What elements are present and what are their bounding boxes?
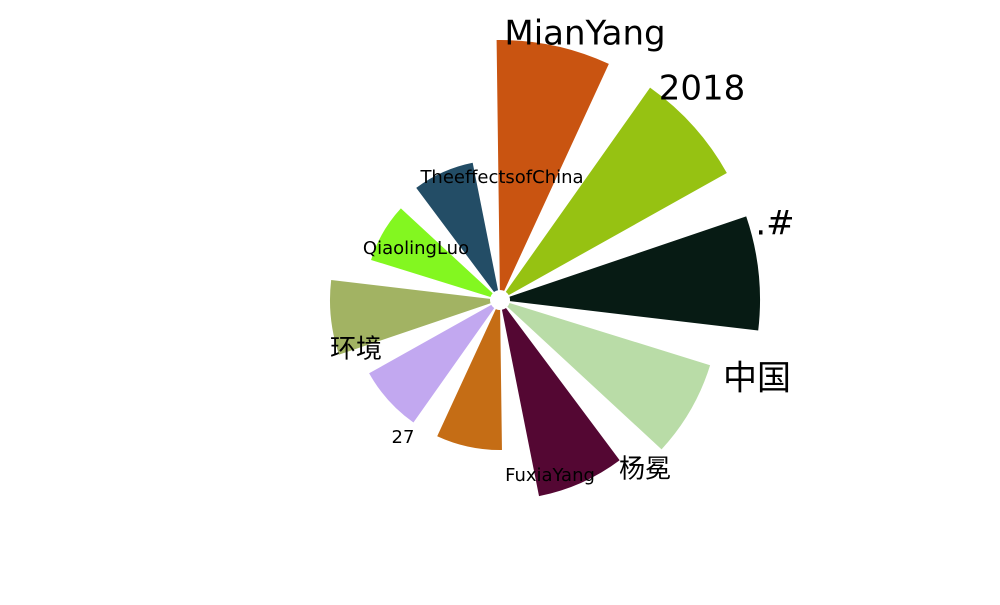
bar-group bbox=[330, 40, 761, 497]
bar-mianyang bbox=[496, 40, 609, 291]
category-label-theeffectsofchina: TheeffectsofChina bbox=[419, 167, 583, 188]
bar-2018 bbox=[505, 87, 727, 296]
category-label-27: 27 bbox=[392, 427, 415, 448]
category-label-item-4: 杨冕 bbox=[619, 455, 671, 485]
bar-27 bbox=[369, 304, 495, 423]
bar-item-3 bbox=[507, 302, 711, 450]
category-label-qiaolingluo: QiaolingLuo bbox=[363, 238, 469, 259]
category-label-item-7: 环境 bbox=[330, 335, 382, 365]
category-label-fuxiayang: FuxiaYang bbox=[505, 465, 595, 486]
bar-qiaolingluo bbox=[371, 208, 493, 298]
bar-theeffectsofchina bbox=[416, 162, 499, 292]
bar-fuxiayang bbox=[437, 309, 502, 450]
category-label-2018: 2018 bbox=[659, 69, 746, 109]
category-label-mianyang: MianYang bbox=[504, 14, 665, 54]
bar-item-2 bbox=[509, 216, 761, 331]
category-label-item-3: 中国 bbox=[723, 359, 791, 399]
bar-item-7 bbox=[330, 280, 491, 355]
bar-item-4 bbox=[501, 308, 620, 497]
category-label-item-2: .# bbox=[755, 204, 794, 244]
